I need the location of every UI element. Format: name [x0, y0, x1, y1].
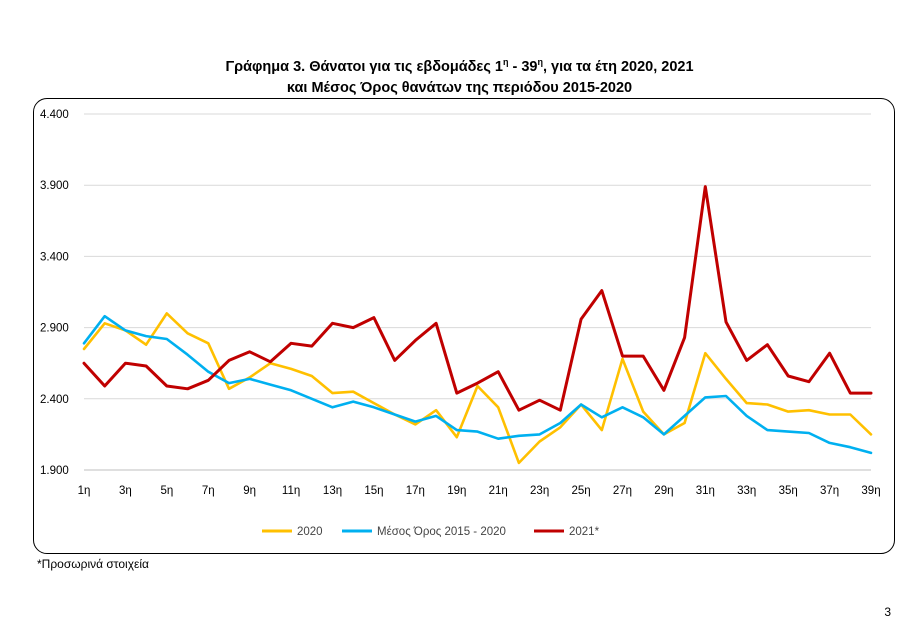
x-tick-label: 19η: [447, 485, 466, 497]
x-tick-label: 11η: [282, 485, 300, 497]
y-tick-label: 3.400: [40, 251, 69, 263]
title-text-1: Γράφημα 3. Θάνατοι για τις εβδομάδες 1: [225, 58, 503, 75]
series-line-0: [82, 312, 873, 465]
x-tick-label: 3η: [119, 485, 132, 497]
x-tick-label: 13η: [323, 485, 342, 497]
chart-title-line2: και Μέσος Όρος θανάτων της περιόδου 2015…: [286, 79, 633, 96]
chart-title: Γράφημα 3. Θάνατοι για τις εβδομάδες 1η …: [0, 52, 919, 99]
series-line-2: [82, 185, 873, 412]
legend-label-2: 2021*: [569, 526, 600, 538]
legend: 2020 Μέσος Όρος 2015 - 2020 2021*: [262, 526, 600, 538]
title-sup-1: η: [502, 57, 509, 67]
x-tick-label: 15η: [364, 485, 383, 497]
y-tick-label: 1.900: [40, 465, 69, 477]
x-tick-label: 1η: [78, 485, 91, 497]
x-tick-label: 5η: [160, 485, 173, 497]
x-tick-label: 31η: [696, 485, 715, 497]
legend-label-1: Μέσος Όρος 2015 - 2020: [377, 526, 506, 538]
chart-title-line1: Γράφημα 3. Θάνατοι για τις εβδομάδες 1η …: [0, 52, 919, 78]
x-tick-label: 9η: [243, 485, 256, 497]
x-tick-label: 39η: [861, 485, 880, 497]
page-number: 3: [884, 605, 891, 619]
x-axis: 1η 3η 5η 7η 9η 11η 13η 15η 17η 19η 21η 23η 25η 27η 29η…: [78, 485, 881, 497]
x-tick-label: 25η: [571, 485, 590, 497]
x-tick-label: 17η: [406, 485, 425, 497]
x-tick-label: 37η: [820, 485, 839, 497]
x-tick-label: 23η: [530, 485, 549, 497]
y-tick-label: 3.900: [40, 180, 69, 192]
series-lines: [82, 185, 873, 465]
y-tick-label: 2.400: [40, 394, 69, 406]
title-sup-2: η: [537, 57, 543, 67]
x-tick-label: 29η: [654, 485, 673, 497]
chart-frame: [33, 98, 895, 554]
gridlines: [84, 113, 871, 471]
x-tick-label: 33η: [737, 485, 756, 497]
y-tick-label: 2.900: [40, 323, 69, 335]
footnote: *Προσωρινά στοιχεία: [37, 557, 149, 571]
title-text-3: , για τα έτη 2020, 2021: [542, 58, 694, 75]
title-text-2: - 39: [508, 58, 538, 75]
legend-label-0: 2020: [297, 526, 323, 538]
x-tick-label: 35η: [779, 485, 798, 497]
x-tick-label: 27η: [613, 485, 632, 497]
x-tick-label: 7η: [202, 485, 215, 497]
y-tick-label: 4.400: [40, 109, 69, 121]
x-tick-label: 21η: [489, 485, 508, 497]
y-axis-ticks: 1.900 2.400 2.900 3.400 3.900 4.400: [40, 109, 69, 477]
